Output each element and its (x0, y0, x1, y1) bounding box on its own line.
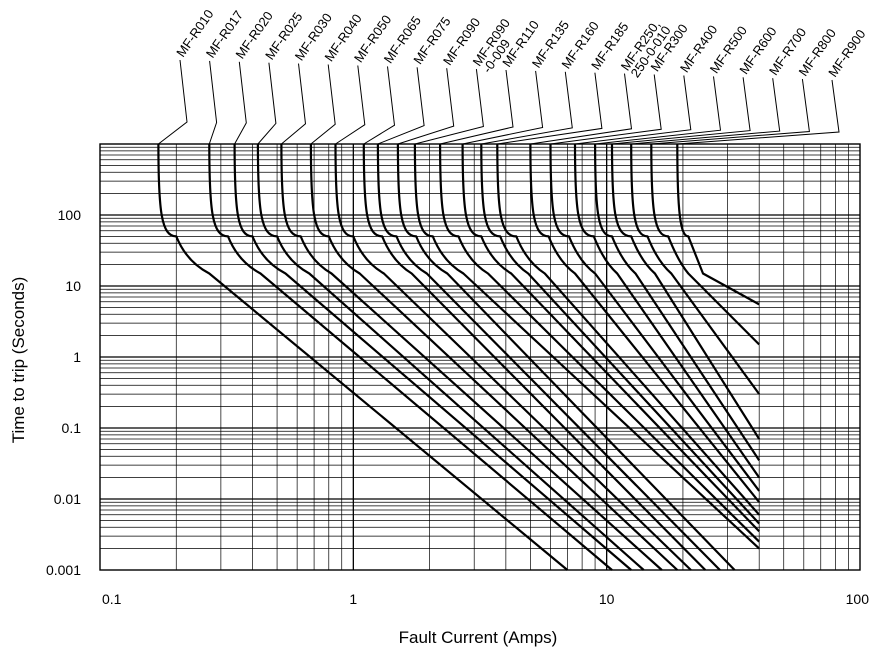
label-leader (439, 69, 514, 145)
trip-curve (594, 143, 761, 462)
trip-curves (157, 143, 761, 571)
label-leader (550, 74, 662, 145)
label-leader (310, 64, 336, 145)
trip-curve (461, 143, 760, 533)
x-tick-label: 100 (846, 591, 869, 607)
y-tick-label: 10 (65, 278, 81, 294)
trip-curve (157, 143, 569, 571)
trip-curve (650, 143, 760, 346)
trip-curve (309, 143, 679, 571)
trip-curve (362, 143, 707, 571)
trip-curve (549, 143, 761, 492)
trip-curve (496, 143, 761, 516)
label-leader (497, 72, 603, 145)
trip-curve (233, 143, 632, 571)
y-tick-label: 0.01 (54, 491, 81, 507)
grid (99, 143, 861, 571)
label-leader (257, 62, 277, 145)
label-leader (631, 78, 781, 145)
y-tick-label: 0.001 (46, 562, 81, 578)
trip-curve (480, 143, 761, 525)
y-axis-title: Time to trip (Seconds) (9, 277, 28, 444)
label-leaders (158, 59, 840, 145)
trip-curve (208, 143, 613, 571)
trip-curve (413, 143, 760, 550)
label-leader (234, 61, 247, 145)
label-leader (651, 79, 810, 145)
y-tick-label: 0.1 (62, 420, 82, 436)
label-leader (595, 76, 722, 145)
label-leader (377, 67, 425, 145)
trip-curve (529, 143, 761, 503)
x-axis-title: Fault Current (Amps) (399, 628, 558, 647)
x-tick-label: 1 (349, 591, 357, 607)
label-leader (363, 66, 396, 145)
trip-curve (334, 143, 692, 571)
x-tick-label: 0.1 (102, 591, 122, 607)
label-leader (158, 59, 188, 145)
label-leader (397, 68, 455, 145)
label-leader (677, 79, 840, 145)
x-tick-label: 10 (599, 591, 615, 607)
label-leader (611, 77, 751, 145)
trip-curve (280, 143, 663, 571)
trip-curve (630, 143, 761, 395)
trip-curve (610, 143, 761, 440)
label-leader (530, 73, 633, 145)
tick-labels: 0.1 1 10 100 0.001 0.01 0.1 1 10 100 (46, 207, 869, 607)
label-leader (462, 70, 544, 145)
trip-curve (376, 143, 721, 571)
label-leader (335, 65, 366, 145)
label-leader (574, 75, 692, 145)
label-leader (414, 69, 484, 145)
trip-curve (439, 143, 760, 543)
label-leader (481, 71, 573, 145)
series-labels: MF-R010MF-R017MF-R020MF-R025MF-R030MF-R0… (173, 7, 868, 80)
trip-curve (396, 143, 736, 571)
y-tick-label: 100 (58, 207, 82, 223)
y-tick-label: 1 (73, 349, 81, 365)
label-leader (208, 60, 218, 145)
trip-curve (676, 143, 760, 306)
label-leader (281, 63, 307, 145)
trip-curve (256, 143, 645, 571)
trip-curve (573, 143, 761, 479)
